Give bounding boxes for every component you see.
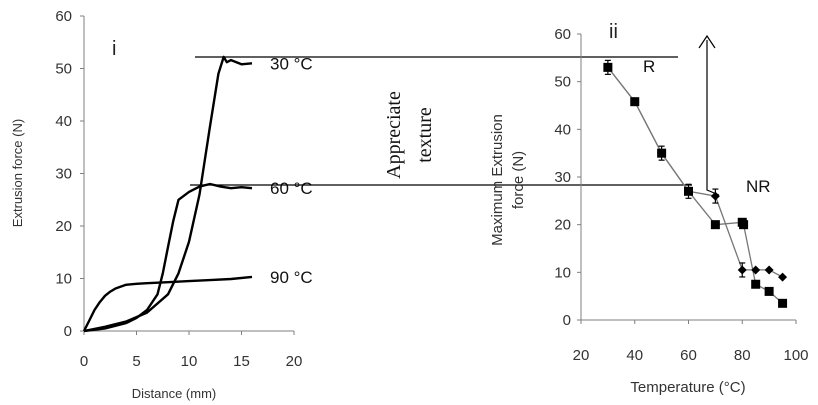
panel-i-y-tick-label: 50 (55, 61, 72, 78)
series-label-r: R (643, 57, 655, 76)
panel-i-series-line (82, 275, 253, 332)
panel-ii-x-tick-label: 60 (680, 347, 697, 364)
panel-ii-point-diamond (710, 191, 720, 201)
panel-i-y-tick-label: 0 (64, 323, 72, 340)
panel-ii-point-square (603, 62, 613, 72)
guide-lines (190, 56, 692, 186)
panel-ii-x-axis-title: Temperature (°C) (630, 379, 745, 396)
panel-ii-point-square (751, 279, 761, 289)
panel-ii-point-square (657, 148, 667, 158)
panel-ii-point-square (739, 220, 749, 230)
panel-i-x-tick-label: 15 (233, 353, 250, 370)
panel-ii-series-line (607, 66, 784, 304)
panel-i-x-ticks: 0 5 10 15 20 (80, 331, 303, 370)
panel-i-series-labels: 30 °C 60 °C 90 °C (270, 54, 313, 287)
panel-i-y-ticks: 0 10 20 30 40 50 60 (55, 8, 84, 340)
panel-ii-x-tick-label: 100 (783, 347, 808, 364)
appreciate-texture-annotation: Appreciate texture (383, 91, 436, 179)
panel-ii-y-tick-label: 0 (563, 312, 571, 329)
panel-i-series-line (83, 182, 253, 333)
panel-ii-y-tick-label: 10 (554, 264, 571, 281)
panel-i-series-label: 30 °C (270, 54, 313, 73)
panel-ii-series (603, 59, 788, 308)
panel-i-x-tick-label: 0 (80, 353, 88, 370)
series-label-nr: NR (746, 177, 771, 196)
panel-i-series-label: 90 °C (270, 268, 313, 287)
panel-ii-y-ticks: 0 10 20 30 40 50 60 (554, 26, 581, 329)
panel-ii-y-tick-label: 60 (554, 26, 571, 43)
panel-ii-y-axis-title: Maximum Extrusion force (N) (489, 114, 527, 246)
panel-i-y-axis-title: Extrusion force (N) (10, 119, 25, 227)
panel-ii-y-axis-title-line2: force (N) (510, 151, 527, 209)
panel-ii-point-diamond (764, 265, 774, 275)
panel-ii-x-ticks: 20 40 60 80 100 (573, 320, 809, 364)
panel-i-x-axis-title: Distance (mm) (132, 386, 217, 401)
panel-ii-point-diamond (751, 265, 761, 275)
panel-i-label: i (112, 38, 116, 60)
annotation-texture: texture (414, 107, 436, 163)
panel-ii-x-tick-label: 20 (573, 347, 590, 364)
panel-i-y-tick-label: 10 (55, 271, 72, 288)
annotation-appreciate: Appreciate (383, 91, 405, 179)
panel-ii-point-square (710, 220, 720, 230)
panel-ii-point-diamond (778, 272, 788, 282)
panel-ii-point-square (630, 97, 640, 107)
arrow-icon (698, 34, 720, 196)
panel-i-axes (83, 16, 294, 332)
panel-ii-x-tick-label: 40 (626, 347, 643, 364)
panel-ii-y-tick-label: 40 (554, 121, 571, 138)
panel-ii-point-diamond (737, 265, 747, 275)
panel-ii-y-tick-label: 20 (554, 217, 571, 234)
panel-ii-x-tick-label: 80 (734, 347, 751, 364)
panel-i-y-tick-label: 60 (55, 8, 72, 25)
panel-ii-label: ii (609, 21, 618, 43)
panel-i-y-tick-label: 20 (55, 218, 72, 235)
panel-ii-point-square (684, 186, 693, 196)
panel-i-x-tick-label: 20 (286, 353, 303, 370)
panel-i-y-tick-label: 40 (55, 113, 72, 130)
panel-i-series-label: 60 °C (270, 179, 313, 198)
panel-ii-point-square (778, 298, 788, 308)
panel-i-x-tick-label: 5 (132, 353, 140, 370)
panel-ii-y-tick-label: 30 (554, 169, 571, 186)
panel-ii-y-tick-label: 50 (554, 74, 571, 91)
panel-i-series-line (83, 55, 253, 333)
panel-i-series (82, 55, 253, 333)
panel-i-y-tick-label: 30 (55, 166, 72, 183)
panel-ii-point-square (764, 286, 774, 296)
panel-ii-y-axis-title-line1: Maximum Extrusion (489, 114, 506, 246)
panel-i-x-tick-label: 10 (181, 353, 198, 370)
